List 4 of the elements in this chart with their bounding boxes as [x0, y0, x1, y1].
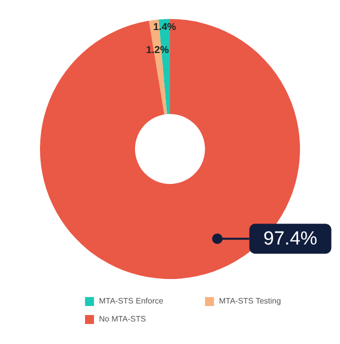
data-label: 97.4%: [263, 228, 318, 250]
legend-label: MTA-STS Testing: [219, 296, 281, 306]
legend-label: MTA-STS Enforce: [99, 296, 164, 306]
legend-label: No MTA-STS: [99, 314, 146, 324]
